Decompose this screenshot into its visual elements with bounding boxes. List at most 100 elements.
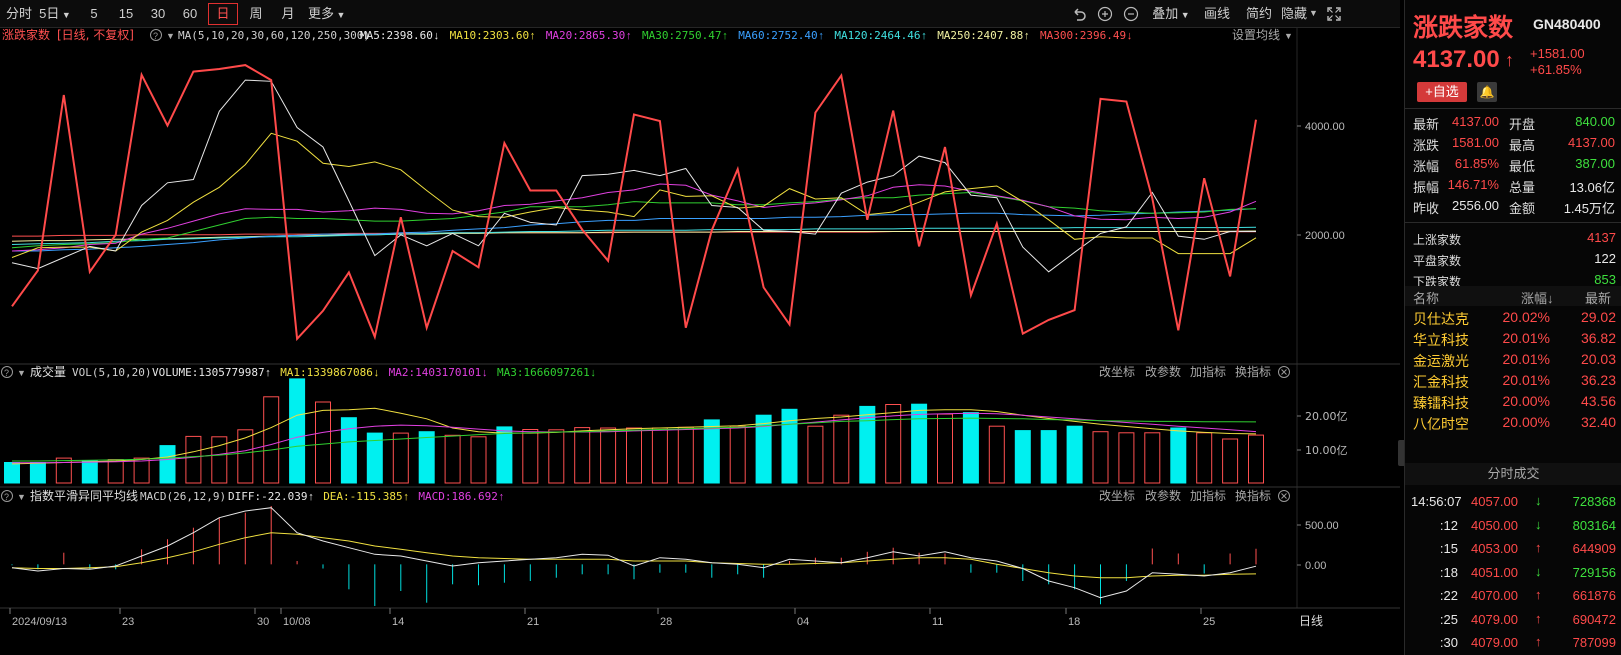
stock-row[interactable]: 贝仕达克 20.02% 29.02 — [1405, 306, 1621, 328]
simple-mode-button[interactable]: 简约 — [1245, 6, 1272, 21]
chevron-down-icon[interactable]: ▼ — [166, 31, 175, 41]
volume-bar — [1066, 425, 1083, 484]
period-tab-60min[interactable]: 60 — [182, 6, 198, 21]
tick-trades-header[interactable]: 分时成交 — [1405, 463, 1621, 485]
stock-name: 金运激光 — [1413, 354, 1469, 370]
period-tab-month[interactable]: 月 — [281, 6, 295, 21]
tick-time: :12 — [1439, 517, 1458, 533]
switch-indicator-button[interactable]: 换指标 — [1235, 364, 1271, 379]
help-icon[interactable] — [1, 490, 13, 502]
help-icon-glyph: ? — [4, 492, 9, 502]
volume-bar — [444, 434, 461, 484]
volume-bar — [548, 429, 565, 484]
help-icon[interactable] — [1, 366, 13, 378]
volume-bar — [315, 401, 331, 484]
stock-row[interactable]: 臻镭科技 20.00% 43.56 — [1405, 390, 1621, 412]
undo-icon[interactable] — [1071, 6, 1087, 22]
change-axis-button[interactable]: 改坐标 — [1099, 365, 1135, 379]
quote-key: 总量 — [1509, 180, 1536, 195]
draw-line-button[interactable]: 画线 — [1203, 6, 1230, 21]
overlay-dropdown[interactable]: 叠加 ▼ — [1152, 3, 1190, 25]
x-tick-label: 25 — [1203, 616, 1215, 628]
chevron-down-icon[interactable]: ▼ — [17, 368, 26, 378]
more-periods-dropdown[interactable]: 更多 ▼ — [308, 3, 345, 25]
col-pct-header[interactable]: 涨幅↓ — [1521, 291, 1554, 306]
period-tab-week[interactable]: 周 — [249, 6, 263, 21]
bell-icon[interactable]: 🔔 — [1477, 82, 1497, 102]
stock-name: 贝仕达克 — [1413, 312, 1469, 328]
legend-item: MA1:1339867086 — [280, 366, 373, 379]
hide-button[interactable]: 隐藏 — [1280, 6, 1307, 21]
legend-item: MA3:1666097261 — [497, 366, 590, 379]
zoom-in-icon[interactable] — [1097, 6, 1113, 22]
legend-item: MA5:2398.60 — [360, 29, 433, 42]
x-tick-label: 2024/09/13 — [12, 616, 67, 628]
main-panel-header: 涨跌家数 [日线, 不复权] ? ▼ MA(5,10,20,30,60,120,… — [2, 28, 1293, 42]
change-params-button[interactable]: 改参数 — [1145, 488, 1181, 503]
ma-line-ma5 — [11, 79, 1256, 273]
col-price-header[interactable]: 最新 — [1585, 291, 1612, 306]
stock-row[interactable]: 华立科技 20.01% 36.82 — [1405, 327, 1621, 349]
period-tab-5min[interactable]: 5 — [90, 6, 98, 21]
help-icon-glyph: ? — [4, 368, 9, 378]
macd-diff-line — [11, 507, 1257, 599]
stock-pct: 20.02% — [1502, 309, 1550, 325]
add-indicator-button[interactable]: 加指标 — [1190, 364, 1226, 379]
period-toolbar: 分时 5日 ▼ 5 15 30 60 日 周 月 更多 ▼ 叠加 ▼ 画线 简约… — [0, 0, 1400, 28]
volume-bar — [29, 462, 46, 484]
tick-row: :30 4079.00 ↑ 787099 — [1405, 631, 1621, 654]
close-icon[interactable] — [1278, 366, 1290, 378]
stock-price: 20.03 — [1580, 351, 1616, 367]
tick-row: :22 4070.00 ↑ 661876 — [1405, 584, 1621, 607]
legend-item: MA2:1403170101 — [389, 366, 482, 379]
vol-y-tick-label: 10.00亿 — [1305, 444, 1348, 457]
legend-item: DIFF:-22.039 — [228, 490, 307, 503]
period-tab-5day[interactable]: 5日 ▼ — [38, 3, 72, 25]
ma-legend: MA5:2398.60 ↓ MA10:2303.60 ↑ MA20:2865.30 ↑ MA… — [360, 29, 1132, 42]
count-value: 853 — [1594, 272, 1616, 287]
up-arrow-icon: ↑ — [1535, 634, 1542, 649]
add-indicator-button[interactable]: 加指标 — [1190, 488, 1226, 503]
volume-bar — [237, 429, 254, 484]
legend-item: MA20:2865.30 — [546, 29, 625, 42]
switch-indicator-button[interactable]: 换指标 — [1235, 488, 1271, 503]
fullscreen-icon[interactable] — [1326, 6, 1342, 22]
volume-bar — [781, 408, 798, 484]
help-icon[interactable] — [150, 29, 162, 41]
panel-collapse-handle[interactable] — [1398, 440, 1406, 466]
period-tab-15min[interactable]: 15 — [118, 6, 134, 21]
quote-value: 146.71% — [1447, 177, 1499, 192]
main-y-tick-label: 4000.00 — [1305, 121, 1345, 133]
volume-bar — [289, 378, 306, 484]
zoom-out-icon[interactable] — [1123, 6, 1139, 22]
x-tick-label: 18 — [1068, 616, 1080, 628]
tick-volume: 729156 — [1572, 564, 1616, 580]
add-favorite-button[interactable]: +自选 — [1417, 82, 1467, 102]
close-icon[interactable] — [1278, 490, 1290, 502]
down-arrow-icon: ↓ — [1535, 563, 1542, 579]
quote-value: 2556.00 — [1452, 198, 1499, 213]
chevron-down-icon[interactable]: ▼ — [17, 492, 26, 502]
volume-bar — [1196, 432, 1213, 484]
stock-row[interactable]: 八亿时空 20.00% 32.40 — [1405, 411, 1621, 433]
period-tab-day[interactable]: 日 — [208, 3, 238, 25]
kline-chart-area[interactable]: 涨跌家数 [日线, 不复权] ? ▼ MA(5,10,20,30,60,120,… — [0, 28, 1400, 655]
period-tab-30min[interactable]: 30 — [150, 6, 166, 21]
volume-bar — [522, 429, 539, 484]
volume-bar — [677, 426, 694, 484]
change-params-button[interactable]: 改参数 — [1145, 364, 1181, 379]
ma-line-ma120 — [11, 226, 1257, 245]
ma-settings-button[interactable]: 设置均线 — [1232, 28, 1280, 42]
stock-price: 43.56 — [1580, 393, 1616, 409]
period-tab-minute[interactable]: 分时 — [5, 6, 32, 21]
quote-key: 开盘 — [1509, 117, 1536, 132]
stock-row[interactable]: 汇金科技 20.01% 36.23 — [1405, 369, 1621, 391]
x-tick-label: 11 — [932, 616, 943, 628]
stock-row[interactable]: 金运激光 20.01% 20.03 — [1405, 348, 1621, 370]
col-name-header[interactable]: 名称 — [1413, 291, 1440, 306]
volume-bar — [600, 427, 617, 484]
volume-ma3-line — [12, 417, 1257, 462]
index-price: 4137.00 — [1413, 46, 1500, 73]
stock-pct: 20.01% — [1502, 372, 1550, 388]
change-axis-button[interactable]: 改坐标 — [1099, 489, 1135, 503]
